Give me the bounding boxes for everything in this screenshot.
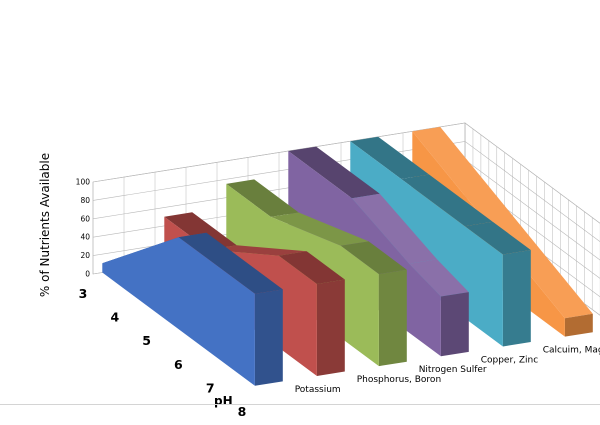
y-tick-label: 40 [80,233,90,242]
series-label: Copper, Zinc [481,355,539,365]
x-tick-label: 4 [110,310,119,325]
series-top-face [164,212,237,250]
series-top-face [412,126,593,319]
series-top-face [226,179,299,217]
series-front-face [102,237,255,386]
y-tick-label: 80 [80,196,90,205]
series-end-face [378,269,407,367]
bottom-divider [0,404,600,405]
y-tick-label: 60 [80,214,90,223]
series-slabs [102,126,593,386]
series-top-face [350,136,430,179]
y-axis-title: % of Nutrients Available [38,153,52,297]
series-label: Potassium [295,385,341,395]
series-end-face [316,279,345,376]
series-end-face [440,292,469,357]
axis-labels: Iron, ManganeseCalcuim, Magnesium, Molyb… [76,178,600,420]
series-slab-0 [102,232,283,386]
series-top-face [351,193,437,264]
series-label: Nitrogen Sulfer [419,365,487,375]
x-tick-label: 6 [174,357,183,372]
x-tick-label: 7 [206,380,215,395]
series-end-face [254,289,283,386]
y-tick-label: 0 [85,270,90,279]
series-top-face [278,251,345,284]
series-top-face [178,232,283,294]
series-label: Calcuim, Magnesium, Molybdenum [543,345,600,355]
series-top-face [270,212,369,246]
series-end-face [502,250,531,347]
x-tick-label: 8 [238,404,247,419]
series-top-face [401,174,493,227]
series-top-face [208,245,307,256]
series-top-face [288,146,380,199]
y-tick-label: 100 [76,178,91,187]
y-tick-label: 20 [80,251,90,260]
x-tick-label: 3 [79,286,88,301]
x-tick-label: 5 [142,333,151,348]
series-end-face [564,313,593,337]
series-top-face [409,259,469,297]
series-top-face [464,221,531,255]
series-label: Phosphorus, Boron [357,375,441,385]
x-axis-title: pH [214,394,233,408]
series-top-face [340,241,407,275]
